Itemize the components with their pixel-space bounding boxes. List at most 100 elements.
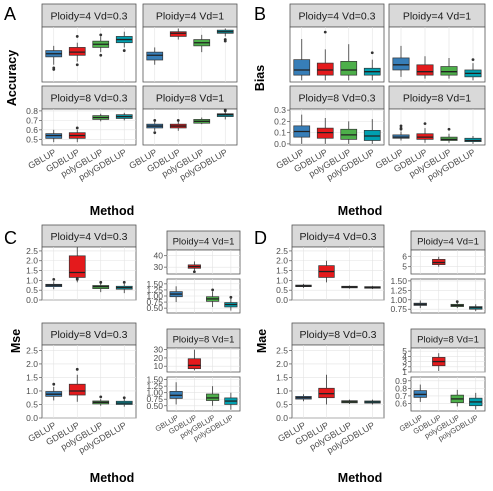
facet-box-GDBLUP — [318, 260, 335, 283]
y-tick-label: 5 — [402, 262, 407, 272]
facet-box-GBLUP — [295, 394, 312, 402]
facet-box-polyGBLUP — [340, 121, 358, 144]
facet-lower-box-GBLUP — [169, 286, 183, 303]
outlier-point — [370, 51, 374, 55]
facet-box-GDBLUP — [316, 30, 334, 81]
outlier-point — [122, 280, 126, 284]
facet-box-GDBLUP — [416, 122, 434, 143]
y-tick-label: 0.9 — [395, 376, 407, 386]
facet-title: Ploidy=8 Vd=1 — [173, 335, 235, 346]
outlier-point — [75, 277, 79, 280]
box-iqr — [318, 387, 335, 399]
y-tick-label: 1 — [402, 367, 407, 377]
facet: Ploidy=4 Vd=1 56 0.751.001.251.50 — [390, 230, 486, 314]
facet-title: Ploidy=8 Vd=0.3 — [298, 93, 375, 105]
facet: Ploidy=4 Vd=0.3 — [41, 3, 137, 83]
box-iqr — [68, 383, 86, 396]
outlier-point — [153, 131, 157, 135]
box-iqr — [146, 51, 164, 61]
panel-B: B Bias Method Ploidy=4 Vd=0.3 Ploidy=4 Vd=1 P… — [253, 3, 486, 218]
facet-title: Ploidy=8 Vd=0.3 — [50, 93, 127, 105]
x-axis-title: Method — [90, 471, 134, 485]
facet-box-GBLUP — [45, 45, 63, 71]
outlier-point — [52, 382, 56, 386]
facet-box-GBLUP — [293, 39, 311, 81]
y-tick-label: 30 — [154, 345, 164, 355]
facet-upper-box-GDBLUP — [187, 349, 201, 371]
y-tick-label: 20 — [154, 353, 164, 363]
facet: Ploidy=8 Vd=1GBLUPGDBLUPpolyGBLUPpolyGDB… — [374, 85, 486, 182]
y-tick-label: 0.0 — [26, 295, 38, 305]
y-tick-label: 0.5 — [26, 285, 38, 295]
y-tick-label: 2.0 — [276, 359, 288, 369]
y-tick-label: 1.5 — [26, 372, 38, 382]
facet-box-polyGDBLUP — [363, 119, 381, 144]
y-tick-label: 5 — [402, 346, 407, 356]
facet-box-polyGBLUP — [440, 57, 458, 79]
y-tick-label: 0.75 — [146, 394, 163, 404]
facet-lower-box-polyGBLUP — [450, 300, 464, 309]
y-tick-label: 0.6 — [395, 398, 407, 408]
facet-box-polyGBLUP — [193, 117, 211, 125]
y-tick-label: 3 — [402, 357, 407, 367]
facet-upper-box-GDBLUP — [432, 256, 446, 267]
y-tick-label: 1.00 — [146, 388, 163, 398]
outlier-point — [223, 39, 227, 43]
box-iqr — [68, 255, 86, 278]
outlier-point — [323, 30, 327, 34]
y-tick-label: 0.3 — [274, 105, 286, 115]
y-tick-label: 1.50 — [390, 276, 407, 286]
panel-A: A Accuracy Method Ploidy=4 Vd=0.3 Ploidy=4 V… — [4, 3, 238, 218]
y-tick-label: 1.5 — [26, 266, 38, 276]
facet-upper-box-GDBLUP — [187, 261, 201, 274]
facet-lower-box-polyGBLUP — [206, 288, 220, 307]
facet-lower-box-GBLUP — [413, 300, 427, 309]
outlier-point — [75, 367, 79, 371]
facet: Ploidy=4 Vd=0.3 0.00.51.01.52.02.5 — [276, 224, 385, 305]
facet-box-GDBLUP — [169, 118, 187, 131]
facet-upper-box-GDBLUP — [432, 353, 446, 371]
box-iqr — [206, 393, 220, 401]
facet-title: Ploidy=4 Vd=0.3 — [50, 11, 127, 23]
facet-plot-upper-background — [166, 249, 241, 275]
y-tick-label: 0.8 — [395, 383, 407, 393]
facet-title: Ploidy=4 Vd=0.3 — [299, 231, 376, 243]
facet-box-GBLUP — [293, 114, 311, 144]
outlier-point — [75, 126, 79, 130]
facet-title: Ploidy=4 Vd=0.3 — [50, 231, 127, 243]
facet-lower-box-GBLUP — [169, 382, 183, 405]
facet-box-polyGDBLUP — [464, 136, 482, 144]
facet-box-GDBLUP — [416, 56, 434, 79]
facet: Ploidy=8 Vd=0.30.00.10.20.3GBLUPGDBLUPpo… — [274, 85, 385, 182]
facet-box-polyGDBLUP — [216, 108, 234, 120]
outlier-point — [99, 395, 103, 399]
y-tick-label: 0.5 — [26, 134, 38, 144]
facet-box-polyGBLUP — [92, 33, 110, 57]
outlier-point — [99, 33, 103, 37]
facet: Ploidy=4 Vd=0.3 0.00.51.01.52.02.5 — [26, 224, 137, 305]
x-axis-title: Method — [338, 204, 382, 218]
y-axis-title: Bias — [253, 65, 267, 91]
y-tick-label: 0.7 — [395, 391, 407, 401]
y-tick-label: 1.0 — [26, 386, 38, 396]
y-tick-label: 2.0 — [276, 256, 288, 266]
y-tick-label: 1.25 — [146, 381, 163, 391]
facet-lower-box-GBLUP — [413, 384, 427, 402]
facet-plot-background — [291, 246, 385, 301]
outlier-point — [153, 118, 157, 122]
y-tick-label: 0.0 — [276, 295, 288, 305]
y-tick-label: 1.0 — [26, 275, 38, 285]
facet-title: Ploidy=8 Vd=1 — [417, 335, 479, 346]
y-tick-label: 2.5 — [26, 345, 38, 355]
facet-box-GDBLUP — [169, 28, 187, 40]
y-tick-label: 10 — [154, 361, 164, 371]
facet-box-polyGBLUP — [92, 280, 110, 293]
box-iqr — [68, 47, 86, 56]
facet: Ploidy=4 Vd=1 — [142, 3, 238, 83]
facet-box-GDBLUP — [68, 367, 86, 402]
y-tick-label: 1.5 — [276, 266, 288, 276]
outlier-point — [455, 300, 459, 304]
y-tick-label: 0.0 — [26, 413, 38, 423]
outlier-point — [52, 277, 56, 281]
